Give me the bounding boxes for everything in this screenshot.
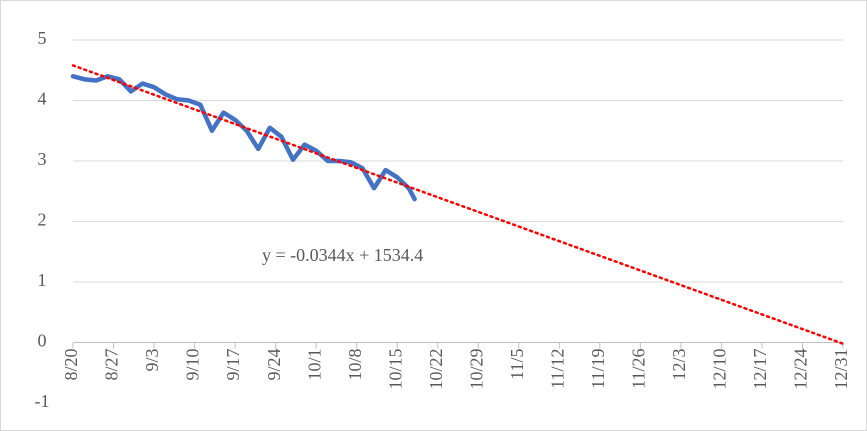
y-tick-label: 1	[38, 270, 47, 290]
y-tick-label: 2	[38, 210, 47, 230]
x-tick-label: 10/22	[426, 349, 446, 390]
x-tick-label: 12/17	[750, 349, 770, 390]
y-tick-label: 5	[38, 28, 47, 48]
x-tick-label: 8/20	[61, 349, 81, 381]
x-tick-label: 9/3	[142, 349, 162, 372]
x-tick-label: 10/8	[345, 349, 365, 381]
x-tick-label: 10/1	[304, 349, 324, 381]
data-line	[70, 74, 417, 202]
x-tick-label: 12/3	[669, 349, 689, 381]
x-tick-label: 9/10	[183, 349, 203, 381]
x-tick-label: 9/17	[223, 349, 243, 381]
trendline-equation: y = -0.0344x + 1534.4	[262, 245, 423, 265]
y-tick-label: 0	[38, 331, 47, 351]
x-tick-label: 9/24	[264, 349, 284, 381]
y-tick-label: -1	[35, 391, 50, 411]
y-tick-label: 4	[38, 89, 47, 109]
x-tick-label: 10/29	[466, 349, 486, 390]
x-tick-label: 11/12	[547, 349, 567, 389]
x-tick-label: 11/26	[628, 349, 648, 389]
x-tick-label: 11/5	[507, 349, 527, 380]
x-tick-label: 12/24	[791, 349, 811, 390]
y-tick-label: 3	[38, 149, 47, 169]
x-tick-label: 12/10	[710, 349, 730, 390]
x-tick-label: 11/19	[588, 349, 608, 389]
x-tick-label: 10/15	[385, 349, 405, 390]
x-tick-label: 8/27	[102, 349, 122, 381]
x-tick-label: 12/31	[831, 349, 851, 390]
trendline	[71, 64, 845, 345]
